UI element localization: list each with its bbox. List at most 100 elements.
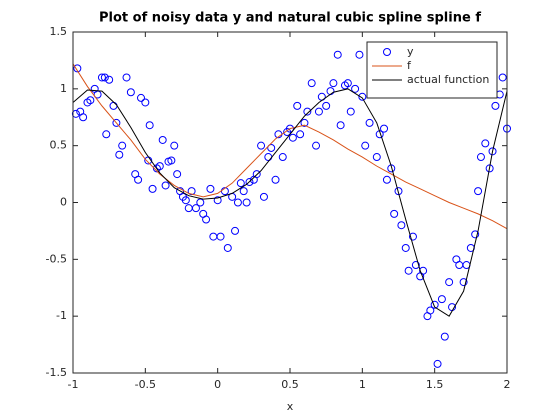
data-point [271,175,280,184]
data-point [161,181,170,190]
data-point [314,107,323,116]
data-point [86,96,95,105]
data-point [202,215,211,224]
data-point [380,124,389,133]
data-point [278,153,287,162]
data-point [102,130,111,139]
x-tick-label: -1 [68,378,79,391]
y-tick-label: 0.5 [50,139,68,152]
data-point [233,198,242,207]
data-point [187,187,196,196]
x-tick-label: 1 [359,378,366,391]
data-point [322,101,331,110]
data-point [118,141,127,150]
y-tick-label: 1.5 [50,25,68,38]
x-tick-label: 0.5 [281,378,299,391]
data-point [148,184,157,193]
data-point [286,124,294,133]
data-point [267,143,276,152]
x-tick-label: 1.5 [426,378,444,391]
data-point [346,107,355,116]
legend-label: f [407,59,412,72]
data-point [79,113,88,122]
data-point [191,204,200,213]
legend-label: y [407,45,414,58]
data-point [216,232,225,241]
data-point [167,156,176,165]
x-tick-label: -0.5 [135,378,156,391]
data-point [73,64,82,73]
data-point [390,209,399,218]
data-point [170,141,179,150]
y-tick-label: -0.5 [46,252,67,265]
data-point [481,139,490,148]
data-point [100,73,109,82]
data-point [361,141,370,150]
data-point [223,243,232,252]
chart-title: Plot of noisy data y and natural cubic s… [99,11,481,26]
data-point [181,196,190,205]
data-point [343,79,352,88]
data-point [296,130,305,139]
x-tick-label: 0 [214,378,221,391]
data-point [158,135,167,144]
data-point [239,187,248,196]
data-point [252,170,261,179]
data-point [476,153,485,162]
data-point [419,266,428,275]
data-point [122,73,131,82]
data-point [97,73,106,82]
data-point [236,179,245,188]
data-point [242,198,251,207]
data-point [141,98,150,107]
data-point [307,79,316,88]
data-point [312,141,321,150]
data-point [173,170,182,179]
data-point [426,306,435,315]
data-point [134,175,143,184]
data-point [433,359,442,368]
legend-marker [383,48,391,56]
data-point [155,162,164,171]
legend-label: actual function [407,73,489,86]
y-tick-label: -1.5 [46,366,67,379]
data-point [206,184,215,193]
data-point [372,153,381,162]
data-point [351,84,360,93]
data-point [488,147,497,156]
data-point [474,187,483,196]
data-point [145,121,154,130]
line-series [72,88,508,317]
data-point [401,243,410,252]
data-point [440,332,449,341]
data-point [408,232,417,241]
data-point [288,133,297,142]
data-point [105,75,114,84]
data-point [231,226,240,235]
line-series [72,63,508,230]
data-point [358,92,367,101]
data-point [196,198,205,207]
data-point [245,178,254,187]
legend-box [366,41,498,99]
x-axis-label: x [287,400,294,413]
data-point [136,93,145,102]
data-point [329,79,338,88]
data-point [300,118,309,127]
data-point [333,50,342,59]
data-point [459,278,468,287]
data-point [71,109,80,118]
data-point [430,300,439,309]
data-point [115,150,124,159]
data-point [445,278,454,287]
data-point [336,121,345,130]
data-point [397,221,406,230]
data-point [355,50,364,59]
axes-box [72,31,508,374]
data-point [365,118,374,127]
data-point [411,261,420,270]
y-tick-label: -1 [56,309,67,322]
y-tick-label: 1 [60,82,67,95]
